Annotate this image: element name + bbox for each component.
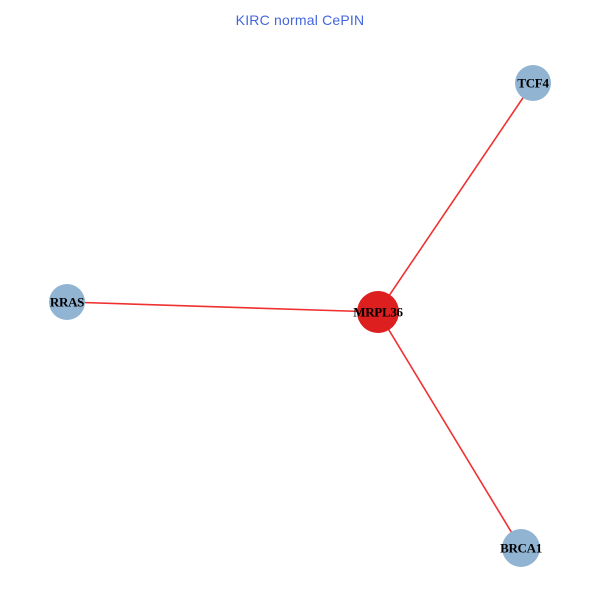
- edge-MRPL36-RRAS: [66, 301, 379, 313]
- node-MRPL36[interactable]: [357, 291, 399, 333]
- edge-MRPL36-TCF4: [377, 82, 534, 313]
- node-TCF4[interactable]: [515, 65, 551, 101]
- edge-MRPL36-BRCA1: [377, 311, 522, 549]
- node-RRAS[interactable]: [49, 284, 85, 320]
- node-BRCA1[interactable]: [502, 529, 540, 567]
- plot-title: KIRC normal CePIN: [235, 12, 365, 28]
